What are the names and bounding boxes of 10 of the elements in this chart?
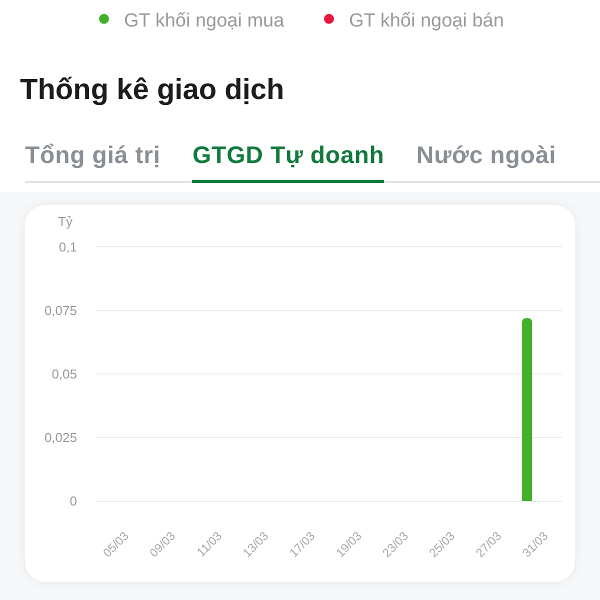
legend-label: GT khối ngoại bán bbox=[349, 10, 504, 32]
y-tick-label: 0,075 bbox=[44, 303, 77, 318]
y-axis-title: Tỷ bbox=[58, 214, 73, 229]
y-tick-label: 0,1 bbox=[58, 240, 77, 255]
tab-bar: Tổng giá trị GTGD Tự doanh Nước ngoài bbox=[25, 142, 600, 183]
y-tick-label: 0,05 bbox=[52, 366, 77, 382]
y-tick-label: 0 bbox=[70, 494, 77, 509]
chart-title: Thống kê giao dịch bbox=[20, 74, 284, 106]
legend-label: GT khối ngoại mua bbox=[124, 10, 285, 32]
y-tick-label: 0,025 bbox=[44, 430, 77, 446]
